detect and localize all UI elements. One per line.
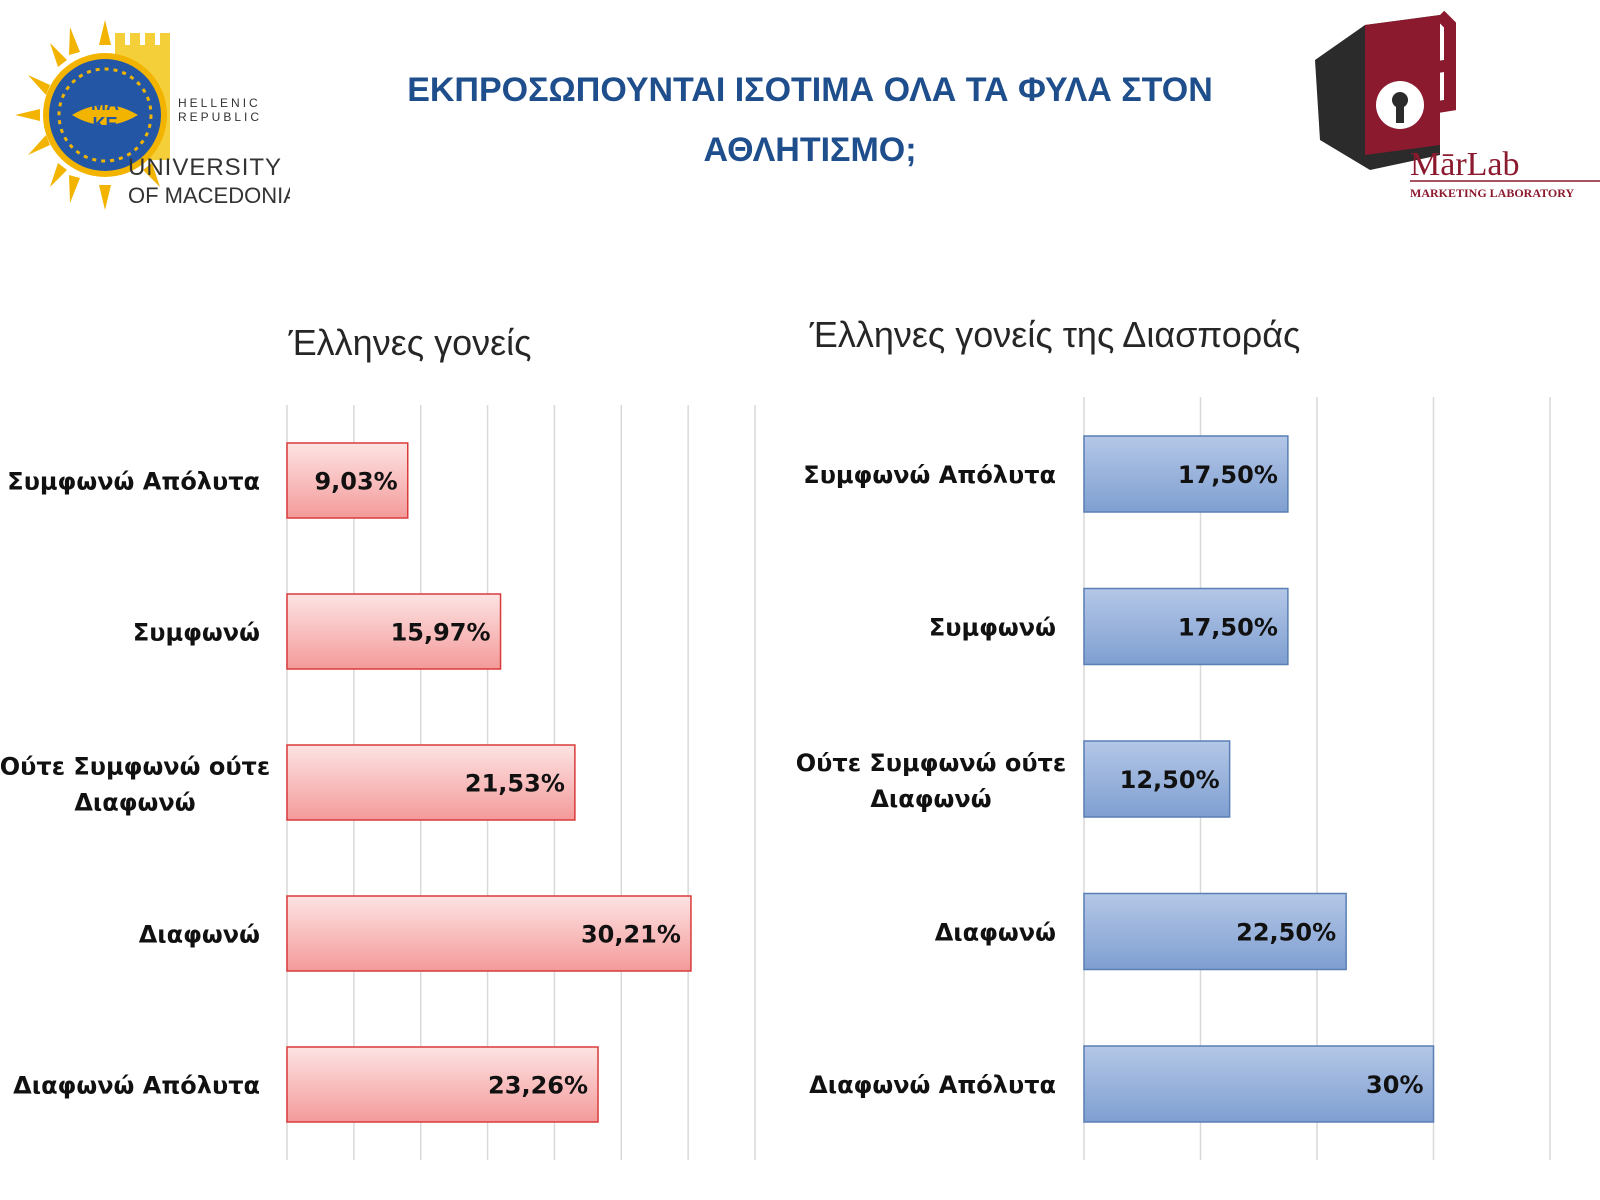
data-label: 22,50% — [1236, 919, 1336, 947]
category-label: Διαφωνώ — [139, 921, 260, 949]
bar — [1083, 892, 1347, 971]
logo-line-hellenic: HELLENIC — [178, 96, 261, 110]
slide-title: ΕΚΠΡΟΣΩΠΟΥΝΤΑΙ ΙΣΟΤΙΜΑ ΟΛΑ ΤΑ ΦΥΛΑ ΣΤΟΝ … — [330, 60, 1290, 180]
chart-title: Έλληνες γονείς — [287, 322, 531, 363]
university-of-macedonia-logo: ΜΑ ΚΕ HELLENIC REPUBLIC UNIVERSITY OF MA… — [15, 20, 290, 210]
data-label: 12,50% — [1120, 766, 1220, 794]
data-label: 30,21% — [581, 921, 681, 949]
category-label: Συμφωνώ Απόλυτα — [803, 461, 1056, 489]
bar — [286, 442, 409, 519]
data-label: 21,53% — [465, 770, 565, 798]
logo-line-university: UNIVERSITY — [128, 154, 282, 181]
logo-line-republic: REPUBLIC — [178, 110, 262, 124]
bar — [286, 895, 692, 972]
data-label: 17,50% — [1178, 614, 1278, 642]
bar — [1083, 435, 1289, 513]
category-label: Ούτε Συμφωνώ ούτε Διαφωνώ — [0, 753, 270, 817]
category-label: Συμφωνώ Απόλυτα — [7, 468, 260, 496]
data-label: 9,03% — [314, 468, 397, 496]
data-label: 30% — [1366, 1071, 1423, 1099]
marlab-name: MārLab — [1410, 146, 1520, 183]
logo-line-of-macedonia: OF MACEDONIA — [128, 183, 290, 208]
data-label: 17,50% — [1178, 461, 1278, 489]
sun-rays-icon — [15, 20, 160, 210]
category-label: Ούτε Συμφωνώ ούτε Διαφωνώ — [796, 749, 1066, 813]
lockbox-icon — [1315, 10, 1456, 170]
category-label: Διαφωνώ Απόλυτα — [809, 1071, 1056, 1099]
data-label: 23,26% — [488, 1072, 588, 1100]
marlab-tagline: MARKETING LABORATORY — [1410, 186, 1574, 200]
bar — [1083, 1045, 1435, 1123]
bar — [1083, 587, 1289, 666]
category-label: Διαφωνώ Απόλυτα — [13, 1072, 260, 1100]
chart-title: Έλληνες γονείς της Διασποράς — [809, 314, 1301, 355]
seal-icon: ΜΑ ΚΕ — [43, 53, 167, 177]
slide-title-line2: ΑΘΛΗΤΙΣΜΟ; — [703, 131, 917, 169]
seal-text-top: ΜΑ — [91, 94, 119, 114]
slide-title-line1: ΕΚΠΡΟΣΩΠΟΥΝΤΑΙ ΙΣΟΤΙΜΑ ΟΛΑ ΤΑ ΦΥΛΑ ΣΤΟΝ — [407, 71, 1213, 109]
category-label: Συμφωνώ — [133, 619, 260, 647]
bar — [1083, 740, 1231, 818]
marlab-logo: MārLab MARKETING LABORATORY — [1315, 10, 1600, 200]
seal-text-bottom: ΚΕ — [92, 114, 117, 134]
category-label: Συμφωνώ — [929, 614, 1056, 642]
category-label: Διαφωνώ — [935, 919, 1056, 947]
chart-greek-parents: Έλληνες γονείς 9,03% Συμφωνώ Απόλυτα 15,97… — [0, 322, 756, 1160]
bar — [286, 1046, 599, 1123]
data-label: 15,97% — [391, 619, 491, 647]
bar — [286, 593, 502, 670]
chart-diaspora-parents: Έλληνες γονείς της Διασποράς 17,50% Συμφω… — [796, 314, 1551, 1160]
bar — [286, 744, 576, 821]
